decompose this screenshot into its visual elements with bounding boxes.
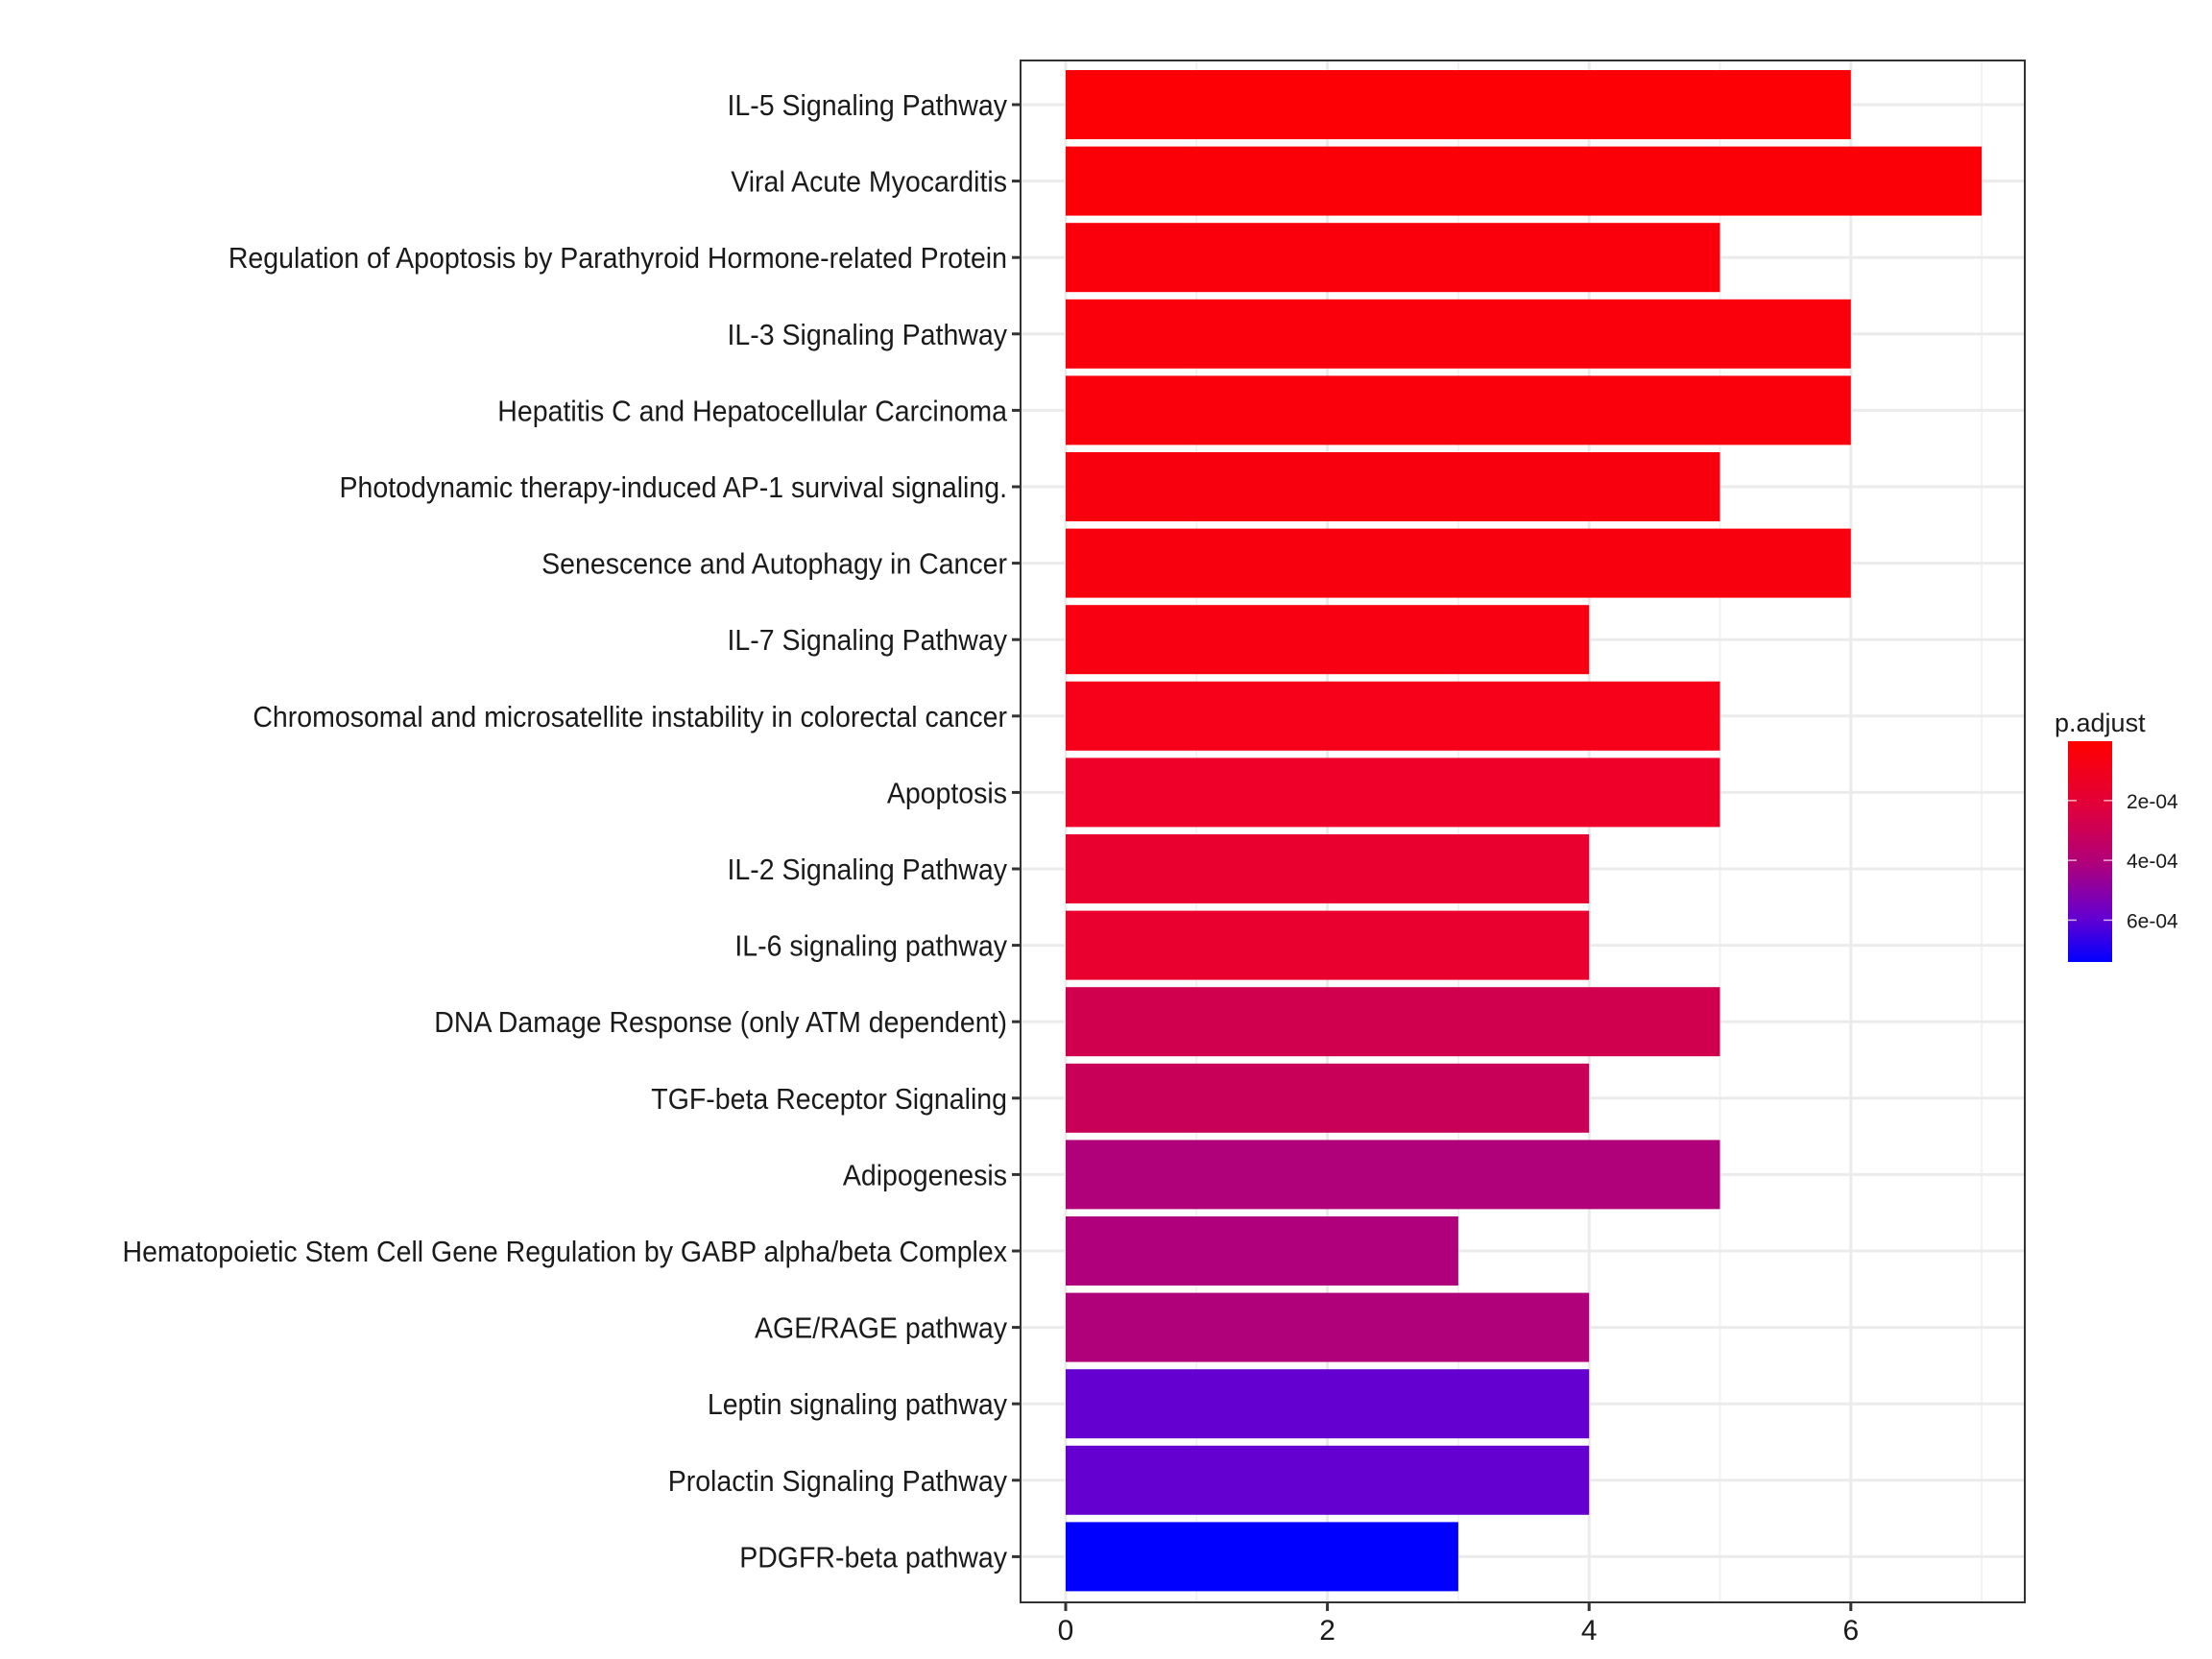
bar bbox=[1066, 146, 1983, 216]
colorbar-legend: p.adjust 2e-04 4e-04 6e-04 bbox=[2055, 709, 2178, 962]
y-tick-label: IL-2 Signaling Pathway bbox=[727, 854, 1007, 886]
bar bbox=[1066, 528, 1851, 598]
y-tick-label: Prolactin Signaling Pathway bbox=[668, 1465, 1007, 1498]
bar bbox=[1066, 987, 1720, 1057]
y-tick-label: Hepatitis C and Hepatocellular Carcinoma bbox=[497, 395, 1007, 427]
bar bbox=[1066, 1445, 1590, 1515]
bar bbox=[1066, 375, 1851, 445]
colorbar-tick-label: 6e-04 bbox=[2127, 910, 2178, 932]
y-tick-label: Hematopoietic Stem Cell Gene Regulation … bbox=[122, 1236, 1007, 1268]
plot-panel-border bbox=[1020, 60, 2026, 1603]
y-tick-label: IL-7 Signaling Pathway bbox=[727, 624, 1007, 657]
x-tick-label: 6 bbox=[1842, 1615, 1859, 1647]
bar bbox=[1066, 70, 1851, 139]
x-axis: 0 2 4 6 bbox=[1058, 1602, 1859, 1647]
y-tick-label: TGF-beta Receptor Signaling bbox=[651, 1083, 1007, 1116]
bar bbox=[1066, 1063, 1590, 1133]
bar bbox=[1066, 1522, 1458, 1592]
bar bbox=[1066, 605, 1590, 675]
colorbar-tick-label: 2e-04 bbox=[2127, 791, 2178, 813]
y-tick-label: Senescence and Autophagy in Cancer bbox=[541, 548, 1007, 581]
y-tick-label: Leptin signaling pathway bbox=[708, 1388, 1007, 1421]
bar bbox=[1066, 910, 1590, 980]
bar bbox=[1066, 299, 1851, 369]
x-tick-label: 0 bbox=[1058, 1615, 1074, 1647]
legend-title: p.adjust bbox=[2055, 709, 2146, 737]
y-tick-label: IL-6 signaling pathway bbox=[734, 930, 1007, 963]
bar bbox=[1066, 223, 1720, 293]
bar bbox=[1066, 452, 1720, 521]
bar bbox=[1066, 1292, 1590, 1362]
bar bbox=[1066, 1369, 1590, 1439]
bar bbox=[1066, 1140, 1720, 1210]
y-tick-label: Photodynamic therapy-induced AP-1 surviv… bbox=[340, 471, 1007, 504]
bar bbox=[1066, 834, 1590, 903]
bar bbox=[1066, 1216, 1458, 1286]
x-tick-label: 2 bbox=[1319, 1615, 1335, 1647]
y-axis: IL-5 Signaling Pathway Viral Acute Myocar… bbox=[122, 89, 1021, 1575]
colorbar bbox=[2068, 741, 2112, 962]
y-tick-label: IL-3 Signaling Pathway bbox=[727, 319, 1007, 351]
y-tick-label: Adipogenesis bbox=[843, 1159, 1007, 1191]
x-tick-label: 4 bbox=[1581, 1615, 1598, 1647]
y-tick-label: Apoptosis bbox=[887, 777, 1007, 809]
colorbar-tick-label: 4e-04 bbox=[2127, 851, 2178, 873]
y-tick-label: Regulation of Apoptosis by Parathyroid H… bbox=[228, 242, 1007, 275]
bar bbox=[1066, 681, 1720, 751]
y-tick-label: IL-5 Signaling Pathway bbox=[727, 89, 1007, 122]
y-tick-label: Viral Acute Myocarditis bbox=[731, 166, 1007, 199]
y-tick-label: Chromosomal and microsatellite instabili… bbox=[252, 701, 1007, 733]
y-tick-label: AGE/RAGE pathway bbox=[755, 1312, 1007, 1345]
bars bbox=[1066, 70, 1983, 1592]
y-tick-label: PDGFR-beta pathway bbox=[739, 1541, 1007, 1574]
y-tick-label: DNA Damage Response (only ATM dependent) bbox=[434, 1006, 1007, 1039]
bar bbox=[1066, 757, 1720, 828]
